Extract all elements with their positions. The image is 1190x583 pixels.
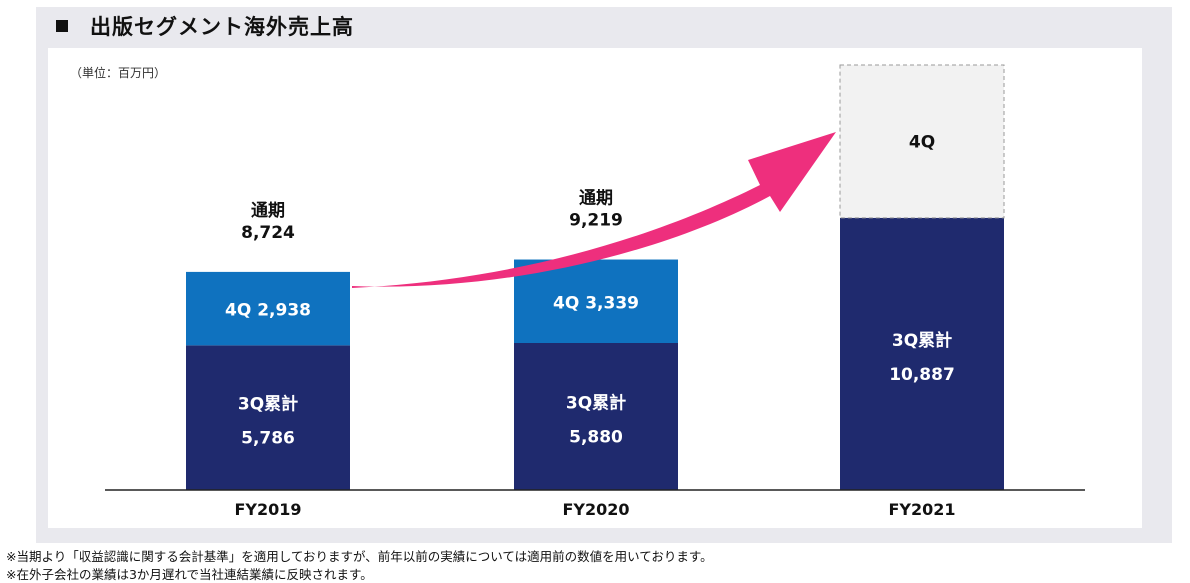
x-tick-FY2019: FY2019 [234, 500, 301, 519]
total-label-FY2019: 通期 [251, 201, 285, 221]
value-3q-FY2019: 5,786 [241, 429, 295, 449]
growth-arrow [352, 132, 836, 288]
unit-label: （単位：百万円） [70, 66, 167, 80]
footnote-2: ※在外子会社の業績は3か月遅れで当社連結業績に反映されます。 [6, 567, 373, 582]
x-tick-FY2020: FY2020 [562, 500, 629, 519]
bar-4q-FY2020 [514, 259, 678, 343]
page-title: 出版セグメント海外売上高 [56, 12, 354, 40]
total-value-FY2020: 9,219 [569, 211, 623, 231]
footnote-1: ※当期より「収益認識に関する会計基準」を適用しておりますが、前年以前の実績につい… [6, 549, 713, 564]
x-tick-FY2021: FY2021 [888, 500, 955, 519]
value-3q-FY2021: 10,887 [889, 365, 955, 385]
title-text: 出版セグメント海外売上高 [90, 15, 354, 39]
title-bullet-icon [56, 20, 68, 32]
total-value-FY2019: 8,724 [241, 223, 295, 243]
bar-3q-FY2021 [840, 217, 1004, 490]
value-3q-FY2020: 5,880 [569, 428, 623, 448]
label-3q-FY2020: 3Q累計 [566, 393, 626, 414]
label-3q-FY2019: 3Q累計 [238, 394, 298, 415]
bar-3q-FY2019 [186, 345, 350, 490]
label-3q-FY2021: 3Q累計 [892, 330, 952, 351]
label-4q-placeholder-FY2021: 4Q [909, 132, 935, 152]
bar-4q-FY2019 [186, 271, 350, 346]
total-label-FY2020: 通期 [579, 189, 613, 209]
label-4q-FY2020: 4Q 3,339 [553, 293, 639, 313]
bar-4q-placeholder-FY2021 [839, 64, 1005, 219]
bar-3q-FY2020 [514, 343, 678, 490]
label-4q-FY2019: 4Q 2,938 [225, 301, 311, 321]
